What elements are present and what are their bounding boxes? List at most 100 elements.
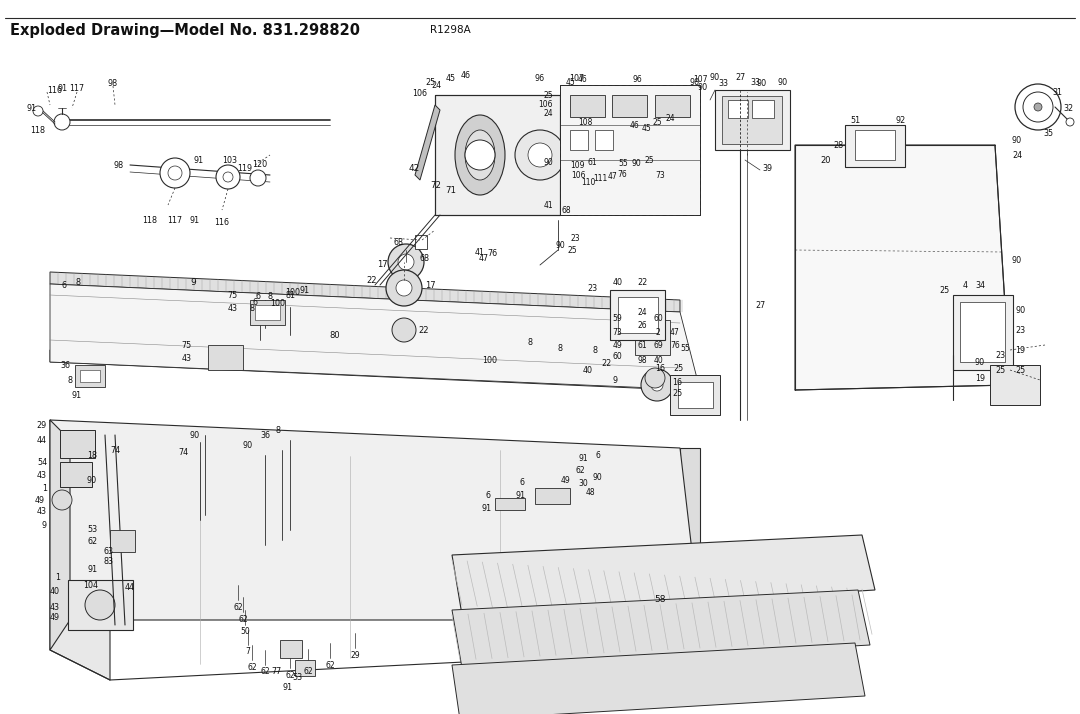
Text: 43: 43: [37, 508, 48, 516]
Text: 6: 6: [253, 298, 257, 306]
Circle shape: [160, 158, 190, 188]
Polygon shape: [635, 320, 670, 355]
Text: 16: 16: [672, 378, 681, 386]
Bar: [415, 235, 427, 249]
Text: 27: 27: [755, 301, 765, 309]
Text: 63: 63: [103, 548, 113, 556]
Text: 31: 31: [1052, 88, 1062, 96]
Text: 9: 9: [42, 521, 48, 530]
Circle shape: [249, 170, 266, 186]
Text: 62: 62: [87, 538, 98, 546]
Text: Exploded Drawing—Model No. 831.298820: Exploded Drawing—Model No. 831.298820: [10, 23, 360, 38]
Text: 25: 25: [644, 156, 653, 164]
Text: 49: 49: [35, 496, 45, 505]
Text: 4: 4: [962, 281, 968, 289]
Bar: [110, 530, 135, 552]
Circle shape: [515, 130, 565, 180]
Circle shape: [1034, 103, 1042, 111]
Text: 46: 46: [461, 71, 471, 79]
Text: 59: 59: [612, 313, 622, 323]
Text: 53: 53: [87, 526, 98, 535]
Polygon shape: [795, 145, 1010, 390]
Text: 119: 119: [237, 164, 252, 173]
Text: 23: 23: [1015, 326, 1025, 334]
Text: 7: 7: [245, 648, 251, 656]
Text: 20: 20: [820, 156, 831, 164]
Text: 69: 69: [653, 341, 663, 349]
Text: 24: 24: [431, 81, 441, 89]
Bar: [618, 297, 658, 333]
Text: 96: 96: [535, 74, 545, 83]
Text: 23: 23: [570, 233, 580, 243]
Text: 22: 22: [367, 276, 377, 284]
Text: 54: 54: [37, 458, 48, 466]
Polygon shape: [435, 95, 561, 215]
Text: 90: 90: [243, 441, 253, 450]
Text: 9: 9: [190, 278, 195, 286]
Text: 49: 49: [50, 613, 60, 623]
Bar: [678, 382, 713, 408]
Text: 22: 22: [637, 278, 647, 286]
Text: 60: 60: [612, 351, 622, 361]
Circle shape: [399, 254, 414, 270]
Text: 30: 30: [578, 478, 588, 488]
Circle shape: [396, 280, 411, 296]
Text: 98: 98: [113, 161, 123, 169]
Text: 68: 68: [420, 253, 430, 263]
Text: 100: 100: [285, 288, 300, 296]
Text: 53: 53: [292, 673, 302, 683]
Text: 90: 90: [1015, 306, 1025, 314]
Text: 118: 118: [30, 126, 45, 134]
Text: 8: 8: [527, 338, 532, 346]
Text: 61: 61: [588, 158, 597, 166]
Polygon shape: [50, 272, 680, 312]
Text: 9: 9: [612, 376, 618, 385]
Text: 73: 73: [612, 328, 622, 336]
Text: 76: 76: [487, 248, 497, 258]
Text: 108: 108: [578, 118, 592, 126]
Text: 68: 68: [562, 206, 571, 214]
Text: 62: 62: [285, 670, 295, 680]
Circle shape: [216, 165, 240, 189]
Text: 62: 62: [576, 466, 584, 475]
Polygon shape: [453, 590, 870, 668]
Circle shape: [528, 143, 552, 167]
Text: 40: 40: [653, 356, 663, 365]
Text: 71: 71: [445, 186, 456, 194]
Text: 25: 25: [652, 118, 662, 126]
Text: 62: 62: [239, 615, 247, 623]
Text: 43: 43: [50, 603, 60, 611]
Text: 6: 6: [62, 281, 67, 289]
Bar: [208, 345, 243, 370]
Text: 45: 45: [643, 124, 652, 133]
Circle shape: [386, 270, 422, 306]
Text: 107: 107: [569, 74, 584, 83]
Text: 23: 23: [588, 283, 598, 293]
Text: 110: 110: [581, 178, 595, 186]
Polygon shape: [50, 284, 700, 390]
Text: 107: 107: [693, 74, 707, 84]
Text: 19: 19: [1015, 346, 1025, 354]
Text: 22: 22: [418, 326, 429, 334]
Text: 72: 72: [430, 181, 441, 189]
Text: 22: 22: [602, 358, 612, 368]
Bar: [80, 370, 100, 382]
Text: 90: 90: [757, 79, 767, 88]
Text: 26: 26: [637, 321, 647, 329]
Text: 91: 91: [516, 491, 526, 500]
Bar: [845, 125, 905, 167]
Circle shape: [1015, 84, 1061, 130]
Text: 40: 40: [50, 588, 60, 596]
Text: 16: 16: [654, 363, 665, 373]
Text: 6: 6: [596, 451, 600, 460]
Text: 91: 91: [190, 216, 200, 224]
Text: 46: 46: [578, 74, 588, 84]
Text: 90: 90: [975, 358, 985, 366]
Text: 104: 104: [83, 580, 98, 590]
Text: 90: 90: [710, 73, 720, 81]
Text: 39: 39: [762, 164, 772, 173]
Text: 25: 25: [995, 366, 1005, 375]
Bar: [595, 130, 613, 150]
Text: 80: 80: [329, 331, 340, 339]
Text: 90: 90: [1012, 256, 1022, 264]
